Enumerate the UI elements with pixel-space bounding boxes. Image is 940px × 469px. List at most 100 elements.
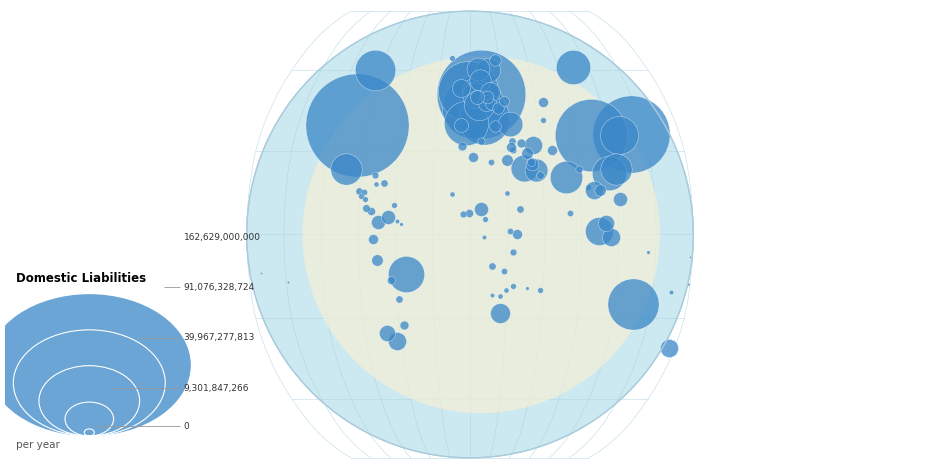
Point — [478, 215, 493, 222]
Point — [506, 282, 521, 290]
Point — [535, 116, 550, 124]
Text: 0: 0 — [184, 422, 190, 431]
Ellipse shape — [303, 56, 660, 413]
Ellipse shape — [246, 11, 694, 458]
Point — [459, 119, 474, 127]
Point — [384, 276, 399, 283]
Point — [487, 57, 502, 64]
Point — [499, 157, 514, 164]
Point — [479, 93, 494, 101]
Point — [364, 207, 379, 215]
Point — [603, 233, 619, 241]
Point — [499, 189, 514, 197]
Point — [682, 253, 697, 260]
Point — [389, 217, 404, 225]
Point — [562, 209, 577, 216]
Point — [593, 186, 608, 193]
Point — [478, 99, 494, 107]
Point — [506, 249, 521, 256]
Point — [358, 195, 373, 203]
Point — [352, 187, 367, 195]
Point — [493, 293, 508, 300]
Point — [468, 87, 483, 95]
Point — [503, 227, 518, 234]
Point — [599, 219, 614, 227]
Point — [485, 292, 500, 299]
Circle shape — [0, 294, 191, 436]
Point — [477, 233, 492, 241]
Point — [454, 143, 469, 150]
Point — [505, 137, 520, 144]
Point — [509, 231, 525, 238]
Point — [581, 183, 596, 190]
Point — [379, 330, 394, 337]
Point — [664, 288, 679, 296]
Text: 9,301,847,266: 9,301,847,266 — [184, 384, 249, 393]
Point — [465, 153, 480, 161]
Point — [488, 122, 503, 130]
Point — [353, 193, 368, 200]
Point — [483, 158, 498, 166]
Point — [681, 280, 696, 287]
Point — [350, 121, 365, 129]
Point — [477, 115, 492, 122]
Point — [454, 84, 469, 92]
Point — [525, 160, 540, 168]
Point — [392, 295, 407, 303]
Point — [359, 204, 374, 212]
Point — [368, 171, 383, 179]
Point — [587, 187, 602, 194]
Point — [461, 88, 476, 95]
Point — [484, 100, 499, 108]
Point — [572, 165, 587, 173]
Text: 91,076,328,724: 91,076,328,724 — [184, 283, 255, 292]
Point — [584, 131, 599, 139]
Point — [609, 165, 624, 173]
Point — [493, 310, 508, 317]
Point — [662, 344, 677, 351]
Point — [484, 262, 499, 269]
Point — [456, 210, 471, 218]
Point — [533, 287, 548, 294]
Point — [483, 88, 498, 95]
Point — [368, 67, 383, 74]
Point — [471, 66, 486, 73]
Point — [565, 63, 580, 70]
Point — [490, 104, 505, 112]
Point — [613, 195, 628, 203]
Point — [611, 131, 626, 139]
Point — [641, 248, 656, 256]
Point — [356, 189, 371, 196]
Point — [254, 270, 269, 277]
Point — [519, 149, 534, 157]
Point — [558, 174, 573, 181]
Point — [473, 90, 488, 98]
Point — [498, 286, 513, 294]
Point — [473, 205, 488, 213]
Point — [532, 171, 547, 179]
Text: Domestic Liabilities: Domestic Liabilities — [16, 272, 146, 286]
Point — [369, 256, 384, 264]
Point — [506, 146, 521, 153]
Text: per year: per year — [16, 440, 60, 450]
Point — [517, 164, 532, 172]
Point — [512, 205, 527, 213]
Point — [467, 91, 482, 99]
Point — [366, 236, 381, 243]
Point — [445, 54, 460, 62]
Point — [380, 213, 395, 220]
Point — [399, 270, 414, 278]
Point — [524, 159, 539, 166]
Point — [280, 278, 295, 285]
Point — [503, 120, 518, 128]
Point — [591, 227, 606, 234]
Point — [496, 97, 511, 105]
Point — [481, 67, 496, 74]
Point — [393, 220, 408, 227]
Point — [462, 209, 477, 216]
Point — [453, 121, 468, 129]
Point — [338, 166, 353, 173]
Point — [536, 98, 551, 106]
Point — [623, 130, 638, 138]
Point — [514, 139, 529, 146]
